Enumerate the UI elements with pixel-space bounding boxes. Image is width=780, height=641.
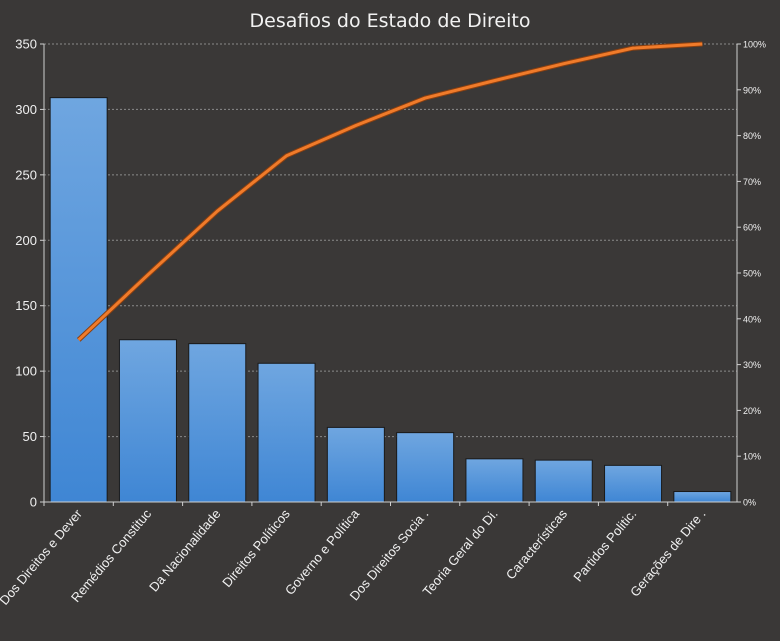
y2-tick-label: 90%: [743, 85, 761, 95]
gridlines: [44, 43, 737, 438]
x-tick-label: Direitos Políticos: [219, 506, 293, 590]
bar: [49, 97, 108, 503]
x-tick-label: Partidos Politic.: [570, 506, 639, 584]
bars: [49, 97, 732, 503]
y-tick-label: 100: [15, 364, 37, 379]
y2-tick-label: 30%: [743, 360, 761, 370]
y2-tick-label: 20%: [743, 406, 761, 416]
y-tick-label: 0: [30, 495, 37, 510]
bar: [257, 362, 316, 503]
x-tick-label: Dos Direitos Socia .: [347, 506, 432, 603]
y-tick-label: 350: [15, 37, 37, 52]
y-tick-label: 50: [23, 429, 37, 444]
y-tick-label: 150: [15, 298, 37, 313]
x-tick-label: Teoria Geral do Di.: [420, 506, 501, 599]
bar: [118, 339, 177, 503]
y2-tick-label: 70%: [743, 177, 761, 187]
bar: [396, 432, 455, 503]
bar: [188, 343, 247, 503]
x-tick-label: Governo e Política: [282, 506, 363, 598]
bar: [326, 426, 385, 503]
chart-title: Desafios do Estado de Direito: [250, 10, 531, 32]
bar: [465, 458, 524, 503]
cumulative-line-shadow: [76, 41, 703, 342]
cumulative-line-path: [77, 42, 703, 341]
y2-tick-label: 10%: [743, 452, 761, 462]
y2-tick-label: 100%: [743, 40, 766, 50]
x-tick-label: Características: [503, 506, 571, 582]
x-tick-label: Gerações de Dire .: [627, 506, 709, 599]
bar: [673, 491, 732, 503]
y2-tick-label: 0%: [743, 498, 756, 508]
y-tick-label: 250: [15, 167, 37, 182]
y2-tick-label: 60%: [743, 223, 761, 233]
y-tick-label: 300: [15, 102, 37, 117]
y2-tick-label: 40%: [743, 314, 761, 324]
x-tick-label: Da Nacionalidade: [146, 506, 223, 594]
bar: [534, 459, 593, 503]
cumulative-line: [76, 41, 703, 342]
y-axis-ticks: 0 50 100 150 200 250 300 350: [15, 37, 44, 510]
y2-tick-label: 50%: [743, 269, 761, 279]
bar: [604, 464, 663, 503]
y2-tick-label: 80%: [743, 131, 761, 141]
y-tick-label: 200: [15, 233, 37, 248]
x-tick-label: Remédios Constituc: [68, 506, 155, 605]
y2-axis-ticks: 0% 10% 20% 30% 40% 50% 60% 70% 80% 90% 100%: [737, 40, 766, 508]
